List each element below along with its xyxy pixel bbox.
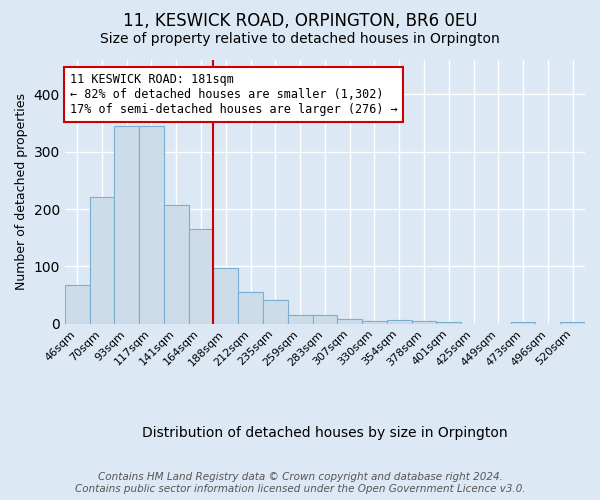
Bar [263, 300, 288, 324]
Text: 11 KESWICK ROAD: 181sqm
← 82% of detached houses are smaller (1,302)
17% of semi: 11 KESWICK ROAD: 181sqm ← 82% of detache… [70, 72, 397, 116]
Bar [89, 196, 115, 324]
X-axis label: Distribution of detached houses by size in Orpington: Distribution of detached houses by size … [142, 426, 508, 440]
Bar [238, 292, 263, 324]
Text: 11, KESWICK ROAD, ORPINGTON, BR6 0EU: 11, KESWICK ROAD, ORPINGTON, BR6 0EU [123, 12, 477, 30]
Bar [164, 204, 188, 324]
Bar [511, 322, 535, 324]
Bar [337, 319, 362, 324]
Bar [65, 286, 89, 324]
Bar [115, 126, 139, 324]
Bar [412, 321, 436, 324]
Y-axis label: Number of detached properties: Number of detached properties [15, 94, 28, 290]
Text: Size of property relative to detached houses in Orpington: Size of property relative to detached ho… [100, 32, 500, 46]
Text: Contains HM Land Registry data © Crown copyright and database right 2024.
Contai: Contains HM Land Registry data © Crown c… [74, 472, 526, 494]
Bar [362, 321, 387, 324]
Bar [560, 322, 585, 324]
Bar [139, 126, 164, 324]
Bar [313, 315, 337, 324]
Bar [288, 314, 313, 324]
Bar [188, 229, 214, 324]
Bar [214, 268, 238, 324]
Bar [387, 320, 412, 324]
Bar [436, 322, 461, 324]
